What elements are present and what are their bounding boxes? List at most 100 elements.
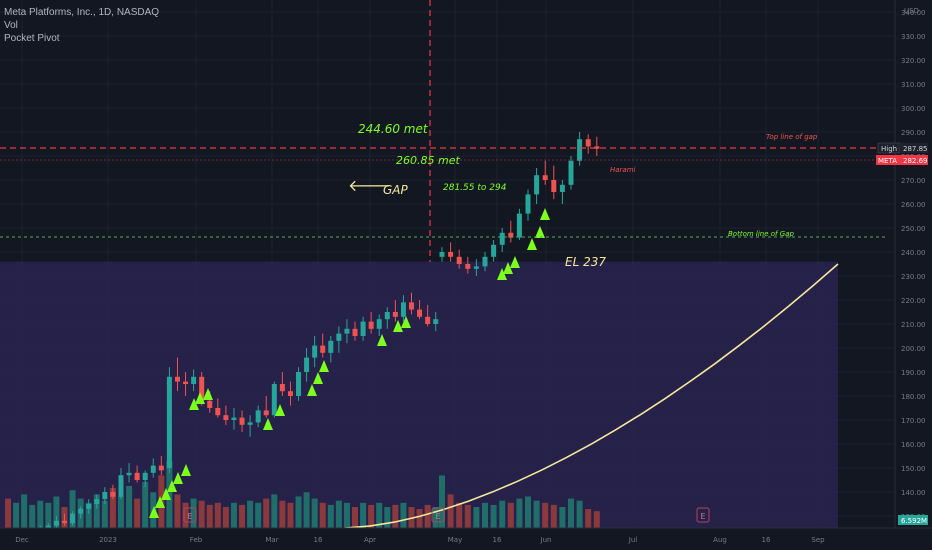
volume-bar (473, 507, 480, 528)
candle-body (312, 345, 318, 358)
candle-body (352, 328, 358, 336)
candle-body (320, 345, 326, 353)
time-axis-bg (0, 528, 932, 550)
pocket-pivot-marker (497, 268, 507, 280)
indicator-pocket-pivot[interactable]: Pocket Pivot (4, 33, 60, 44)
indicator-vol[interactable]: Vol (4, 20, 18, 31)
candle-body (279, 384, 285, 392)
volume-bar (585, 509, 592, 528)
last-tag-bg (900, 155, 928, 165)
candle-body (585, 139, 591, 147)
volume-bar (230, 502, 237, 528)
price-tick: 330.00 (901, 33, 926, 41)
price-tick: 170.00 (901, 417, 926, 425)
candle-body (199, 376, 205, 401)
pocket-pivot-marker (203, 388, 213, 400)
candle-body (508, 232, 514, 238)
symbol-title[interactable]: Meta Platforms, Inc., 1D, NASDAQ (4, 7, 160, 18)
pocket-pivot-marker (263, 418, 273, 430)
volume-bar (311, 498, 318, 528)
candle-body (239, 417, 245, 425)
volume-bar (507, 502, 514, 528)
candle-body (594, 146, 600, 149)
volume-bar (182, 502, 189, 528)
volume-bar (271, 494, 278, 528)
range-label: 281.55 to 294 (443, 183, 507, 193)
volume-bar (447, 494, 454, 528)
last-tag-label-bg (876, 155, 900, 165)
volume-bar (392, 504, 399, 528)
time-tick: Dec (15, 536, 29, 544)
volume-bar (533, 500, 540, 528)
pocket-pivot-marker (510, 256, 520, 268)
volume-bar (568, 498, 574, 528)
volume-bar (368, 504, 375, 528)
volume-bar (327, 504, 334, 528)
candle-body (183, 381, 189, 384)
time-tick: Apr (364, 536, 376, 544)
met1-label: 244.60 met (358, 122, 429, 136)
candle-body (577, 139, 583, 161)
time-tick: Sep (811, 536, 825, 544)
header: Meta Platforms, Inc., 1D, NASDAQ Vol Poc… (4, 6, 159, 45)
candle-body (142, 472, 148, 480)
volume-bar (222, 507, 229, 528)
pocket-pivot-marker (275, 404, 285, 416)
pocket-pivot-marker (155, 496, 165, 508)
earnings-badge-label: E (187, 512, 192, 521)
candle-body (263, 410, 269, 416)
price-tick: 190.00 (901, 369, 926, 377)
volume-bar (101, 500, 108, 528)
price-tick: 210.00 (901, 321, 926, 329)
volume-bar (206, 504, 213, 528)
volume-bar (5, 498, 11, 528)
candle-body (94, 499, 100, 504)
candle-body (118, 475, 124, 497)
candle-body (70, 513, 76, 524)
candle-body (304, 357, 310, 372)
candle-body (247, 422, 253, 425)
candle-body (376, 319, 382, 329)
volume-bar (126, 486, 133, 528)
candle-body (61, 520, 67, 524)
time-tick: 16 (762, 536, 771, 544)
pocket-pivot-marker (149, 506, 159, 518)
price-tick: 140.00 (901, 489, 926, 497)
price-tick: 300.00 (901, 105, 926, 113)
volume-bar (424, 504, 431, 528)
volume-bar (576, 500, 583, 528)
candle-body (344, 328, 350, 334)
candle-body (400, 302, 406, 317)
volume-bar (53, 496, 60, 528)
candle-body (482, 256, 488, 267)
pocket-pivot-marker (535, 226, 545, 238)
volume-bar (21, 494, 28, 528)
volume-bar (109, 488, 116, 528)
pocket-pivot-marker (161, 488, 171, 500)
candle-body (45, 525, 51, 528)
volume-bar (593, 511, 600, 528)
volume-bar (93, 494, 100, 528)
volume-bar (45, 502, 52, 528)
candle-body (392, 312, 398, 317)
volume-bar (559, 507, 566, 528)
price-tick: 200.00 (901, 345, 926, 353)
volume-tag-bg (898, 515, 928, 525)
volume-bar (384, 507, 391, 528)
candle-body (86, 504, 92, 509)
earnings-badge (183, 507, 197, 523)
earnings-badge-label: E (435, 512, 440, 521)
pocket-pivot-marker (181, 464, 191, 476)
last-tag-label: META (878, 157, 897, 165)
el-label: EL 237 (565, 255, 606, 269)
price-tick: 290.00 (901, 129, 926, 137)
volume-bar (134, 498, 141, 528)
volume-bar (456, 502, 463, 528)
price-tick: 240.00 (901, 249, 926, 257)
volume-bar (432, 507, 439, 528)
volume-bar (166, 460, 173, 528)
time-tick: Jun (540, 536, 552, 544)
candle-body (417, 309, 423, 317)
